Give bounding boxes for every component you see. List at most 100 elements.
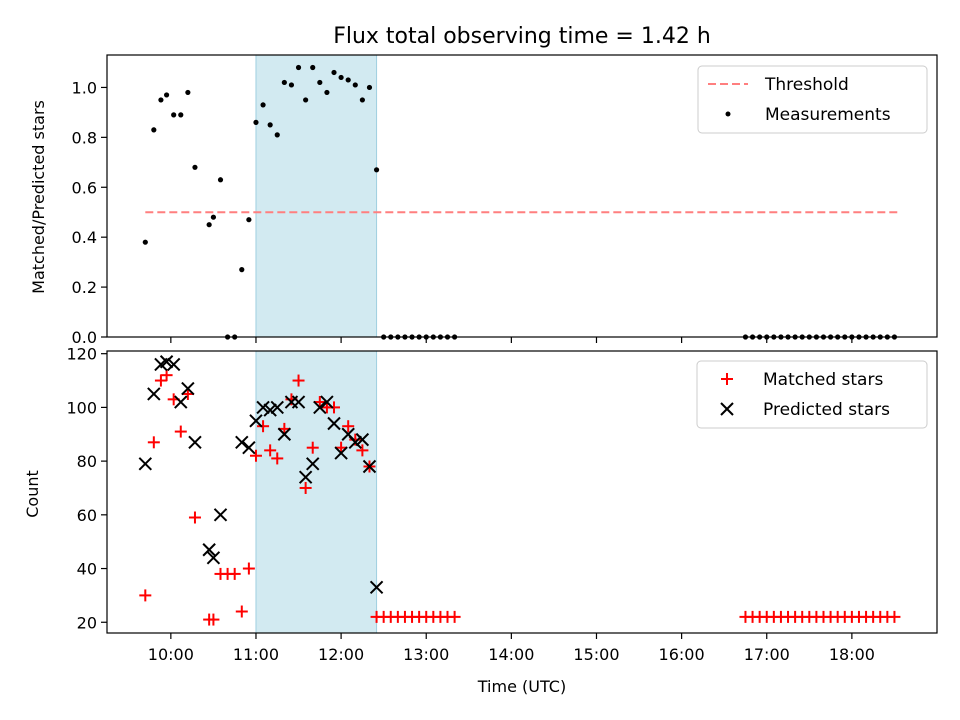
measurement-point [303,97,309,103]
predicted-star-point [235,435,249,450]
predicted-star-point [291,395,306,409]
chart-title: Flux total observing time = 1.42 h [333,24,711,49]
predicted-star-point [277,427,292,441]
measurement-point [324,89,330,96]
legend-measurements-swatch [725,111,731,117]
matched-star-point [228,567,241,580]
bottom-y-tick-label: 20 [77,613,97,632]
x-tick-label: 13:00 [403,645,449,664]
x-axis-label: Time (UTC) [477,677,566,696]
x-tick-label: 11:00 [233,645,279,664]
matched-star-point [306,441,319,454]
measurement-point [260,102,266,108]
measurement-point [192,164,198,170]
x-tick-label: 10:00 [148,645,194,664]
predicted-star-point [206,551,221,565]
predicted-star-point [362,459,377,474]
legend-matched-label: Matched stars [763,370,883,390]
measurement-point [246,217,252,223]
top-shaded-span [255,54,378,338]
bottom-y-tick-label: 80 [77,452,97,471]
matched-star-point [139,589,152,602]
bottom-panel: 20 40 60 80 100 120 10:00 11:00 12:00 13:00 14:00… [23,345,938,696]
measurement-point [359,97,365,103]
predicted-star-point [327,416,341,431]
legend-predicted-label: Predicted stars [763,400,890,420]
predicted-star-point [159,355,174,369]
x-tick-label: 18:00 [829,645,875,664]
top-y-axis-label: Matched/Predicted stars [29,100,48,294]
legend-measurements-label: Measurements [765,105,891,125]
measurement-point [366,84,373,91]
x-tick-label: 15:00 [573,645,619,664]
matched-star-point [356,444,369,457]
bottom-y-axis-label: Count [23,470,42,518]
x-tick-label: 17:00 [744,645,790,664]
matched-star-point [342,420,355,433]
top-panel: 0.0 0.2 0.4 0.6 0.8 1.0 Matched/Predicted sta… [29,54,938,347]
matched-star-point [207,613,220,626]
predicted-star-point [263,403,277,417]
predicted-star-point [242,440,256,455]
measurement-point [142,239,148,245]
predicted-star-point [202,543,216,557]
predicted-star-point [298,470,313,484]
legend-predicted-swatch [720,402,734,416]
matched-star-point [147,436,160,449]
predicted-star-point [355,432,370,447]
legend-matched-swatch [721,373,733,385]
count-points [138,355,901,626]
measurement-point [206,222,212,228]
top-y-tick-label: 0.0 [72,328,97,347]
measurement-point [331,69,337,76]
predicted-star-point [320,395,334,409]
measurement-point [239,267,245,273]
top-y-tick-label: 0.6 [72,178,97,197]
matched-star-point [188,511,201,524]
measurement-point [373,167,380,173]
matched-star-point [292,374,305,387]
predicted-star-point [306,457,320,471]
measurement-point [317,79,323,86]
measurement-point [253,119,259,125]
predicted-star-point [147,387,161,401]
matched-star-point [328,401,341,414]
measurement-point [281,79,287,86]
top-y-tick-label: 1.0 [72,78,97,97]
measurement-point [345,77,351,83]
measurement-point [171,112,177,118]
predicted-star-point [270,400,284,415]
measurement-point [295,64,302,71]
measurement-point [274,132,280,138]
top-y-ticks: 0.0 0.2 0.4 0.6 0.8 1.0 [72,78,107,347]
measurement-point [178,112,184,118]
predicted-star-point [313,400,327,415]
bottom-shaded-span [255,350,378,634]
matched-star-point [299,481,312,494]
top-y-tick-label: 0.4 [72,228,97,247]
top-legend-box [697,65,928,134]
measurement-point [210,214,217,220]
matched-star-point [174,425,187,438]
x-tick-label: 12:00 [318,645,364,664]
matched-star-point [264,444,277,457]
predicted-star-point [174,395,188,409]
top-y-tick-label: 0.8 [72,128,97,147]
top-x-ticks [170,337,853,343]
predicted-star-point [188,435,202,450]
top-legend: Threshold Measurements [697,65,928,134]
bottom-y-tick-label: 100 [66,398,97,417]
matched-star-point [249,449,262,462]
measurement-point [163,92,170,98]
predicted-star-point [138,457,153,471]
measurement-point [352,82,358,88]
measurement-point [151,127,157,133]
bottom-y-tick-label: 40 [77,560,97,579]
bottom-y-tick-label: 60 [77,506,97,525]
predicted-star-point [256,400,270,415]
matched-star-point [448,610,461,623]
bottom-legend-box [696,360,928,429]
bottom-legend: Matched stars Predicted stars [696,360,928,429]
predicted-star-point [369,580,384,595]
measurement-point [267,122,273,128]
